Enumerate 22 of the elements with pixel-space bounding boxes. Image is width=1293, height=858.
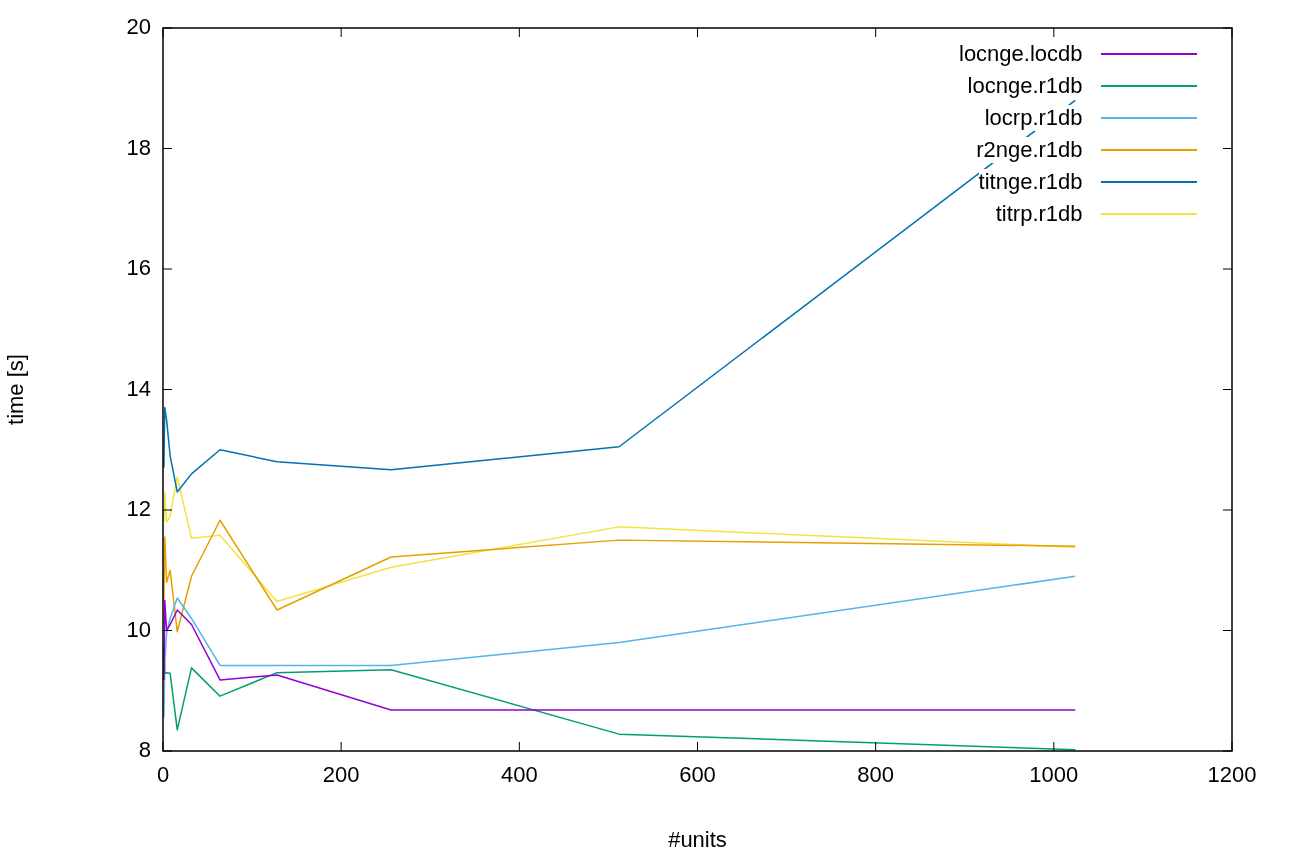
legend-label: locnge.r1db [967, 73, 1083, 99]
x-tick-label: 200 [322, 762, 360, 788]
y-tick-label: 12 [126, 496, 151, 522]
y-tick-label: 8 [138, 737, 151, 763]
legend-label: locnge.locdb [959, 41, 1083, 67]
legend-label: titnge.r1db [978, 169, 1083, 195]
x-axis-title: #units [668, 826, 727, 852]
x-tick-label: 800 [857, 762, 895, 788]
y-tick-label: 20 [126, 14, 151, 40]
y-axis-title: time [s] [3, 354, 29, 425]
x-tick-label: 1200 [1207, 762, 1257, 788]
x-tick-label: 1000 [1029, 762, 1079, 788]
x-tick-label: 0 [156, 762, 170, 788]
y-tick-label: 14 [126, 375, 151, 401]
legend-label: r2nge.r1db [976, 137, 1083, 163]
y-tick-label: 10 [126, 616, 151, 642]
y-tick-label: 18 [126, 134, 151, 160]
legend-label: titrp.r1db [995, 201, 1083, 227]
legend-label: locrp.r1db [984, 105, 1083, 131]
x-tick-label: 400 [500, 762, 538, 788]
y-tick-label: 16 [126, 255, 151, 281]
x-tick-label: 600 [679, 762, 716, 788]
